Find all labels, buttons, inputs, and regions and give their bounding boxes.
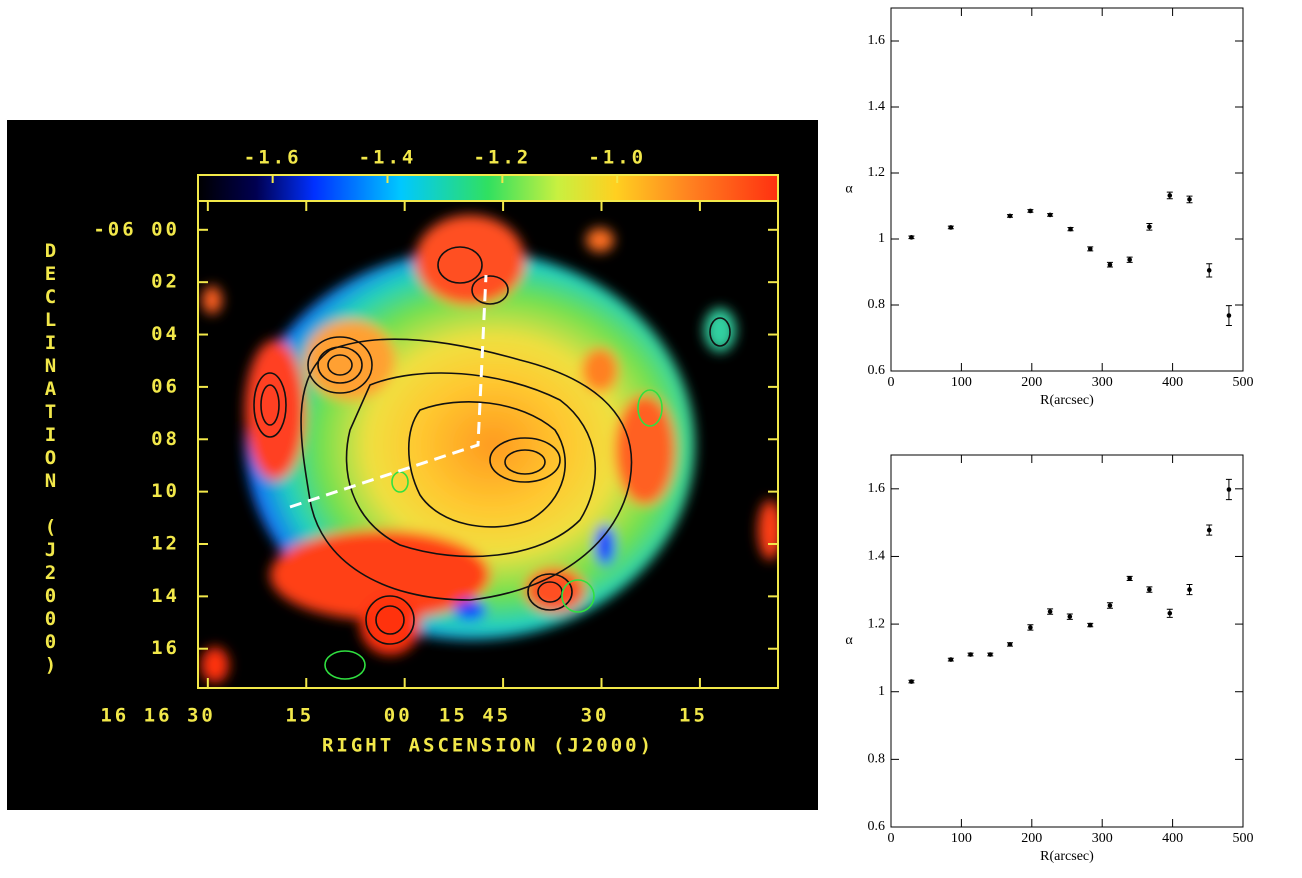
x-axis-label: R(arcsec) (1040, 849, 1094, 864)
data-point (1227, 487, 1232, 492)
x-tick-label: 30 (581, 705, 610, 727)
data-point (968, 652, 973, 657)
y-tick-label: 0.6 (868, 819, 886, 834)
data-point (1048, 609, 1053, 614)
x-tick-label: 200 (1021, 375, 1042, 390)
data-point (909, 679, 914, 684)
data-point (1088, 623, 1093, 628)
data-point (1127, 257, 1132, 262)
y-tick-label: -06 00 (93, 218, 180, 240)
y-tick-label: 0.8 (868, 297, 886, 312)
data-point (1068, 614, 1073, 619)
y-tick-label: 06 (151, 375, 180, 397)
x-tick-label: 0 (888, 375, 895, 390)
data-point (1108, 262, 1113, 267)
plot-frame (891, 455, 1243, 827)
figure: RIGHT ASCENSION (J2000) DECLINATION (J20… (0, 0, 1302, 878)
y-tick-label: 08 (151, 428, 180, 450)
x-tick-label: 00 (384, 705, 413, 727)
y-tick-label: 0.6 (868, 363, 886, 378)
x-tick-label: 15 45 (439, 705, 511, 727)
y-tick-label: 04 (151, 323, 180, 345)
colorbar-tick-label: -1.0 (588, 147, 646, 169)
plot-frame (891, 8, 1243, 371)
y-tick-label: 14 (151, 585, 180, 607)
data-point (1167, 611, 1172, 616)
x-tick-label: 400 (1162, 831, 1183, 846)
colorbar-tick-label: -1.6 (244, 147, 302, 169)
data-point (1207, 528, 1212, 533)
y-tick-label: 1.6 (868, 481, 886, 496)
x-tick-label: 500 (1233, 375, 1254, 390)
x-tick-label: 300 (1092, 831, 1113, 846)
y-tick-label: 1 (878, 231, 885, 246)
y-tick-label: 1.6 (868, 33, 886, 48)
x-tick-label: 400 (1162, 375, 1183, 390)
data-point (1008, 642, 1013, 647)
y-tick-label: 02 (151, 271, 180, 293)
y-tick-label: 1.2 (868, 165, 886, 180)
x-axis-label: R(arcsec) (1040, 393, 1094, 408)
data-point (949, 225, 954, 230)
x-tick-label: 15 (285, 705, 314, 727)
data-point (1127, 576, 1132, 581)
data-point (1167, 193, 1172, 198)
y-tick-label: 10 (151, 480, 180, 502)
data-point (988, 652, 993, 657)
data-point (1207, 268, 1212, 273)
x-tick-label: 100 (951, 831, 972, 846)
x-tick-label: 0 (888, 831, 895, 846)
data-point (1068, 227, 1073, 232)
colorbar-tick-label: -1.4 (359, 147, 417, 169)
y-tick-label: 1.4 (868, 549, 886, 564)
colorbar-tick-label: -1.2 (473, 147, 531, 169)
data-point (1187, 587, 1192, 592)
y-axis-label: DECLINATION (J2000) (40, 240, 62, 677)
data-point (949, 657, 954, 662)
colorbar (198, 175, 778, 201)
x-axis-label: RIGHT ASCENSION (J2000) (322, 735, 654, 757)
x-tick-label: 16 16 30 (100, 705, 216, 727)
x-tick-label: 500 (1233, 831, 1254, 846)
x-tick-label: 100 (951, 375, 972, 390)
y-axis-label: α (845, 633, 853, 648)
x-tick-label: 15 (679, 705, 708, 727)
data-point (1088, 247, 1093, 252)
y-tick-label: 1 (878, 684, 885, 699)
data-point (1147, 587, 1152, 592)
data-point (1187, 197, 1192, 202)
page: {"chart_data": [ {"type": "image", "xlab… (0, 0, 1302, 878)
data-point (1147, 224, 1152, 229)
data-point (1227, 313, 1232, 318)
y-tick-label: 12 (151, 532, 180, 554)
data-point (1028, 209, 1033, 214)
data-point (1108, 603, 1113, 608)
x-tick-label: 300 (1092, 375, 1113, 390)
y-tick-label: 1.2 (868, 616, 886, 631)
data-point (1048, 213, 1053, 218)
y-tick-label: 0.8 (868, 752, 886, 767)
data-point (1008, 214, 1013, 219)
data-point (1028, 625, 1033, 630)
y-axis-label: α (845, 182, 853, 197)
y-tick-label: 1.4 (868, 99, 886, 114)
y-tick-label: 16 (151, 637, 180, 659)
data-point (909, 235, 914, 240)
x-tick-label: 200 (1021, 831, 1042, 846)
